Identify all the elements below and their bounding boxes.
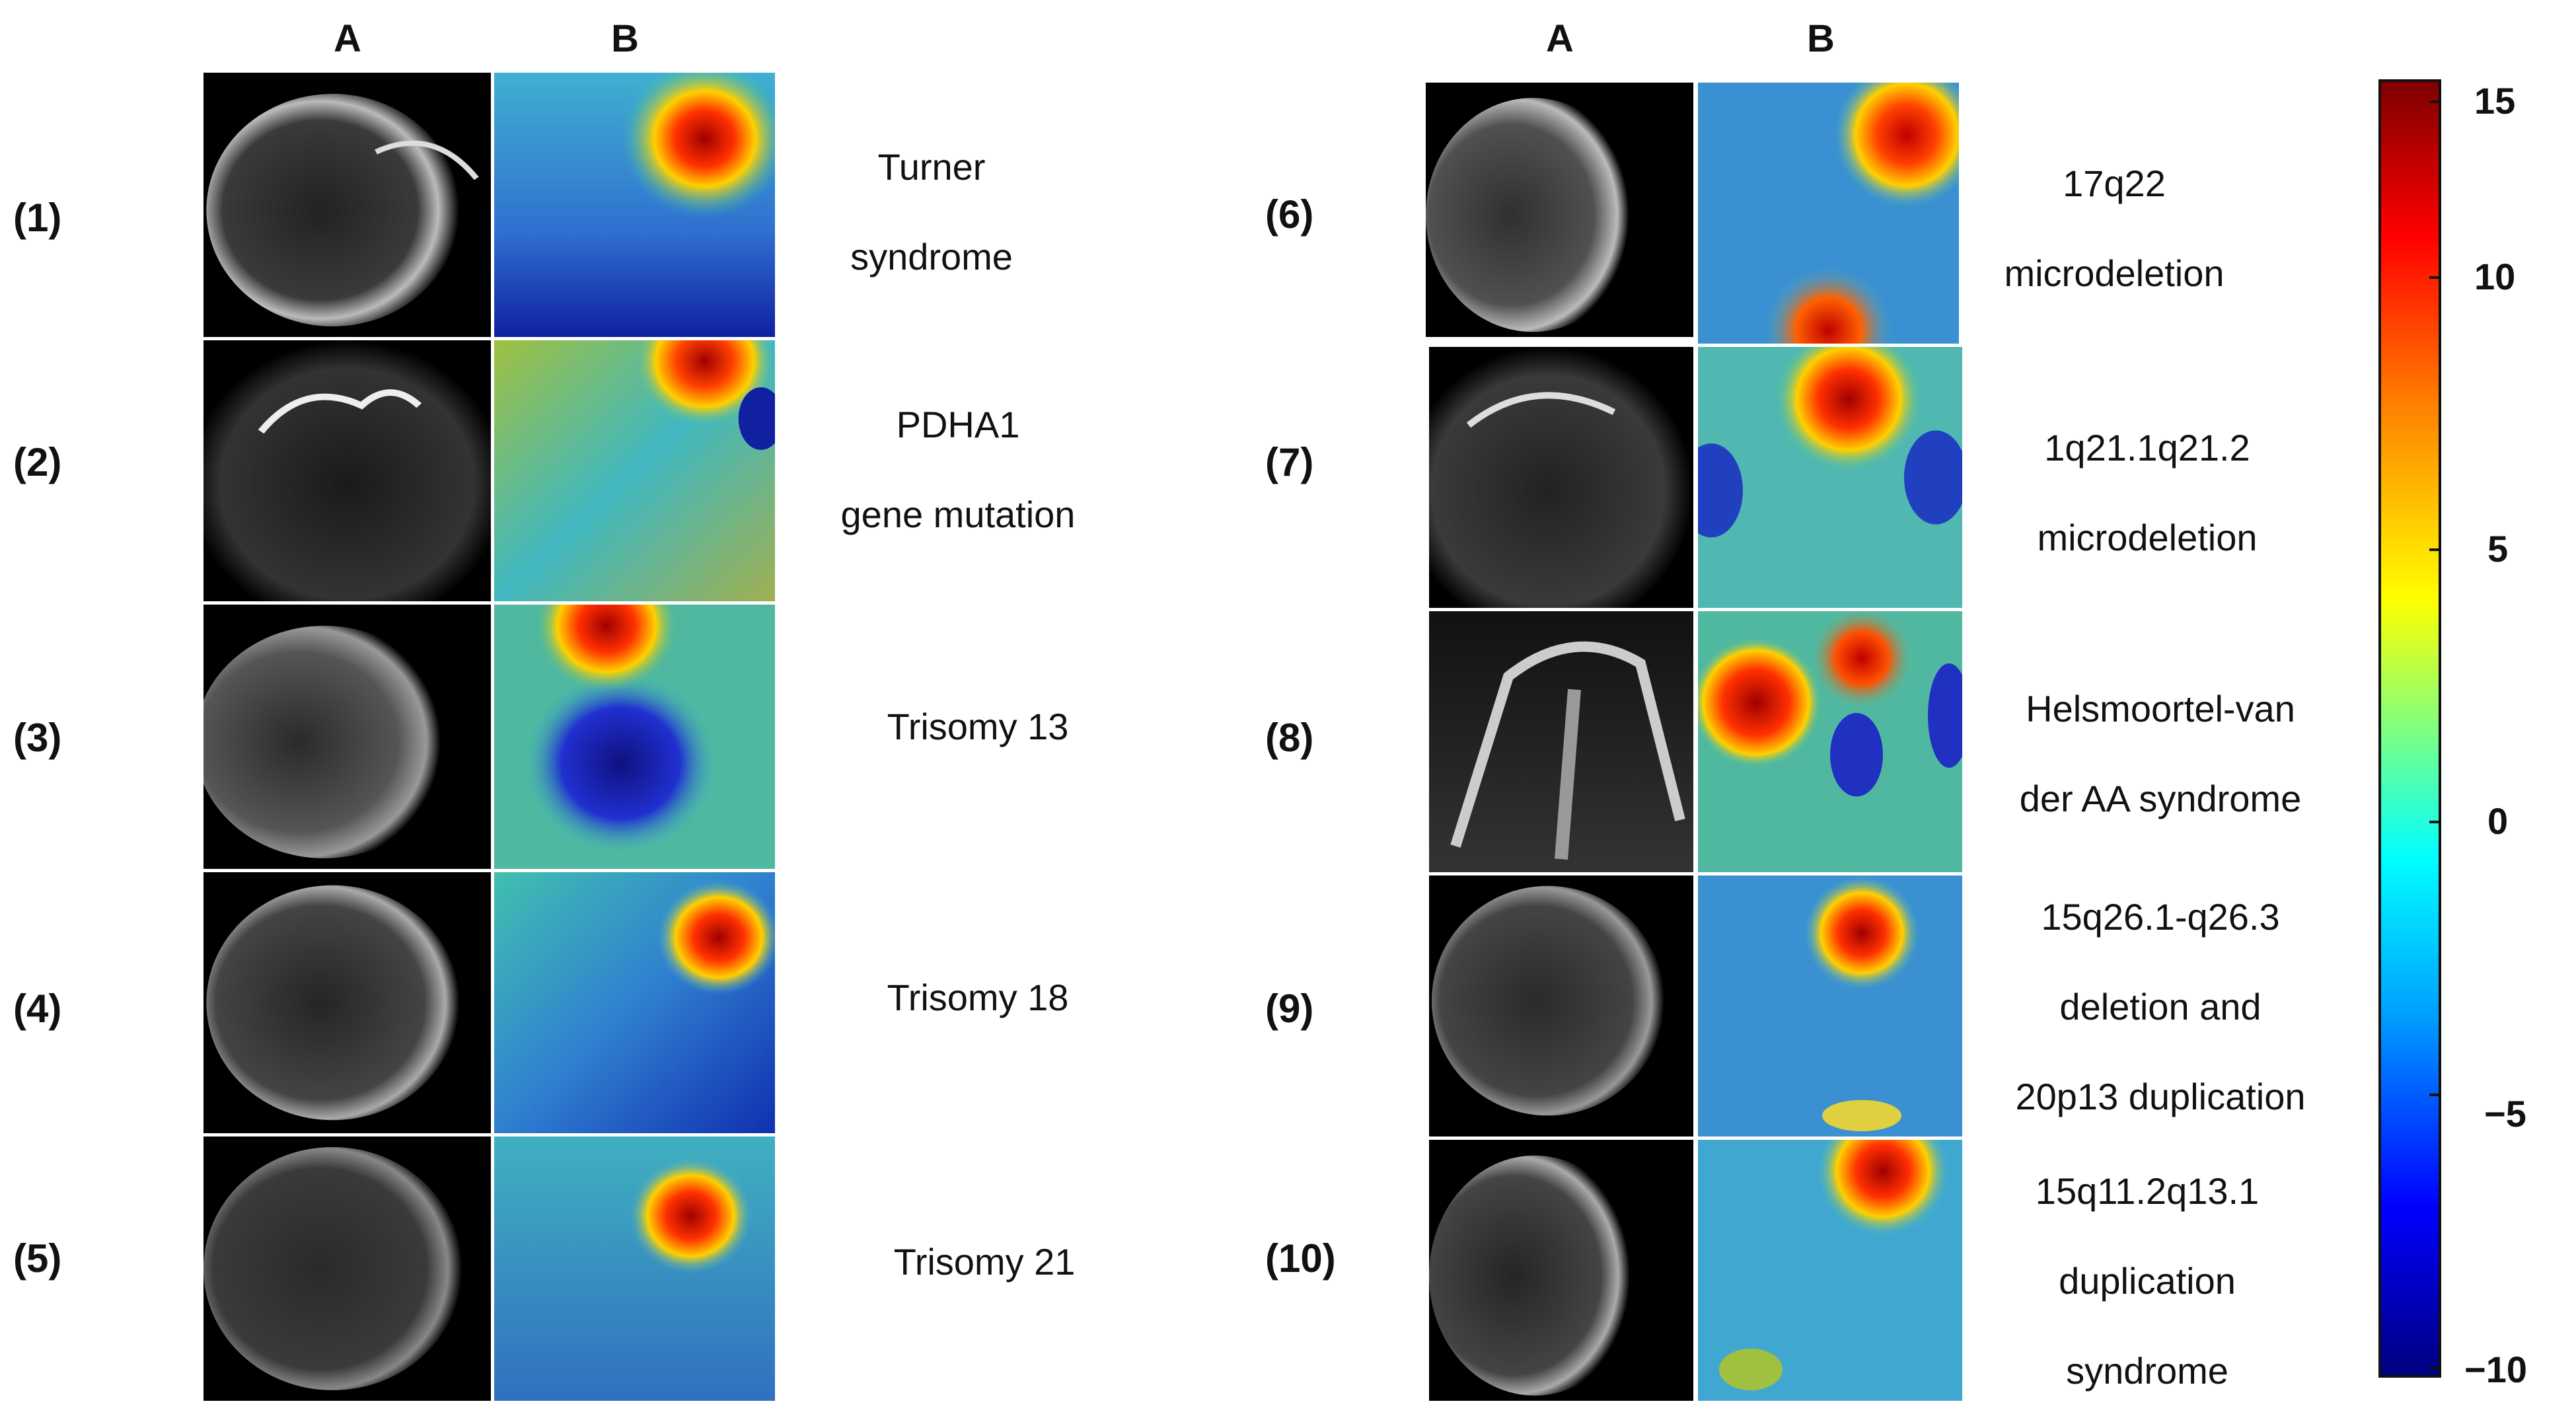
colorbar-tick-mark-0: [2429, 821, 2441, 823]
right-column-a-header: A: [1546, 17, 1574, 60]
row-10-line-1: 15q11.2q13.1: [2035, 1170, 2260, 1212]
colorbar-tick-15: 15: [2474, 80, 2516, 122]
row-10-line-2: duplication: [2059, 1260, 2236, 1302]
row-6-line-1: 17q22: [2063, 163, 2166, 204]
ultrasound-image-5: [203, 1137, 491, 1401]
row-5-line-1: Trisomy 21: [893, 1241, 1076, 1283]
row-9-line-3: 20p13 duplication: [2015, 1076, 2306, 1117]
colorbar-tick-mark-5: [2429, 548, 2441, 551]
row-label-6: (6): [1265, 192, 1314, 237]
heatmap-image-4: [494, 872, 775, 1133]
heatmap-image-1: [494, 73, 775, 337]
row-1-line-2: syndrome: [850, 236, 1013, 278]
right-column-b-header: B: [1807, 17, 1835, 60]
colorbar-tick-mark-minus-10: [2429, 1366, 2441, 1369]
ultrasound-image-10: [1429, 1140, 1693, 1401]
ultrasound-image-4: [203, 872, 491, 1133]
row-7-line-2: microdeletion: [2037, 517, 2258, 558]
heatmap-image-7: [1698, 347, 1962, 608]
row-description-8: Helsmoortel-van der AA syndrome: [2008, 664, 2312, 844]
colorbar: [2378, 79, 2441, 1378]
ultrasound-image-2: [203, 340, 491, 601]
heatmap-image-8: [1698, 611, 1962, 872]
row-9-line-2: deletion and: [2059, 986, 2262, 1027]
ultrasound-image-9: [1429, 876, 1693, 1137]
row-description-6: 17q22 microdeletion: [1995, 139, 2233, 318]
ultrasound-image-7: [1429, 347, 1693, 608]
row-description-2: PDHA1 gene mutation: [819, 380, 1097, 560]
row-label-3: (3): [13, 716, 62, 760]
row-label-2: (2): [13, 440, 62, 484]
row-1-line-1: Turner: [877, 146, 986, 188]
row-description-7: 1q21.1q21.2 microdeletion: [2035, 403, 2260, 583]
colorbar-tick-0: 0: [2487, 800, 2509, 842]
colorbar-tick-mark-10: [2429, 276, 2441, 279]
colorbar-tick-10: 10: [2474, 256, 2516, 297]
colorbar-tick-mark-minus-5: [2429, 1094, 2441, 1096]
left-column-b-header: B: [611, 17, 639, 60]
row-4-line-1: Trisomy 18: [887, 977, 1069, 1018]
row-description-9: 15q26.1-q26.3 deletion and 20p13 duplica…: [2002, 872, 2319, 1142]
row-label-5: (5): [13, 1236, 62, 1281]
row-description-3: Trisomy 13: [852, 682, 1103, 772]
row-9-line-1: 15q26.1-q26.3: [2041, 896, 2280, 938]
row-2-line-1: PDHA1: [896, 404, 1020, 445]
colorbar-tick-minus-10: −10: [2464, 1349, 2527, 1390]
ultrasound-image-6: [1426, 83, 1693, 337]
heatmap-image-6: [1698, 83, 1959, 344]
heatmap-image-9: [1698, 876, 1962, 1137]
row-label-4: (4): [13, 987, 62, 1031]
ultrasound-image-3: [203, 605, 491, 869]
heatmap-image-2: [494, 340, 775, 601]
row-3-line-1: Trisomy 13: [887, 706, 1069, 747]
row-description-10: 15q11.2q13.1 duplication syndrome: [2008, 1146, 2286, 1416]
row-label-7: (7): [1265, 440, 1314, 484]
row-10-line-3: syndrome: [2066, 1350, 2228, 1392]
row-description-4: Trisomy 18: [852, 953, 1103, 1043]
ultrasound-image-8: [1429, 611, 1693, 872]
heatmap-image-5: [494, 1137, 775, 1401]
row-description-1: Turner syndrome: [819, 122, 1044, 302]
colorbar-tick-5: 5: [2487, 528, 2509, 570]
row-label-9: (9): [1265, 987, 1314, 1031]
ultrasound-image-1: [203, 73, 491, 337]
colorbar-tick-mark-15: [2429, 100, 2441, 103]
row-2-line-2: gene mutation: [840, 494, 1076, 535]
row-8-line-1: Helsmoortel-van: [2026, 688, 2295, 729]
left-column-a-header: A: [334, 17, 361, 60]
row-6-line-2: microdeletion: [2004, 252, 2225, 294]
heatmap-image-10: [1698, 1140, 1962, 1401]
colorbar-tick-minus-5: −5: [2484, 1093, 2526, 1135]
heatmap-image-3: [494, 605, 775, 869]
row-label-1: (1): [13, 196, 62, 240]
row-description-5: Trisomy 21: [859, 1217, 1110, 1307]
row-8-line-2: der AA syndrome: [2019, 778, 2302, 819]
row-7-line-1: 1q21.1q21.2: [2044, 427, 2250, 468]
row-label-10: (10): [1265, 1236, 1336, 1281]
row-label-8: (8): [1265, 716, 1314, 760]
